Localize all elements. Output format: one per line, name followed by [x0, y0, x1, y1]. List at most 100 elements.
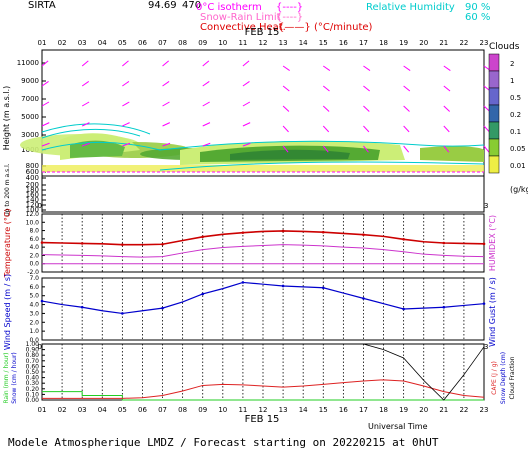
cape-ylabel: CAPE (J / g): [491, 361, 498, 395]
cloud-y-tick-label: 140: [26, 196, 39, 204]
hour-label-top: 08: [178, 39, 187, 47]
wind-arrow: [242, 101, 251, 107]
wind-arrow: [363, 125, 370, 133]
rain-series-line: [42, 391, 484, 401]
wind-arrow: [282, 145, 289, 153]
wind-panel-y-tick-label: 3.0: [29, 310, 39, 317]
temperature-panel-y-tick-label: -2.0: [27, 269, 39, 276]
wind-arrow: [162, 122, 171, 127]
cloud-y-tick-label: 3000: [21, 131, 39, 139]
temperature-series-point: [121, 243, 124, 246]
wind-gust-ylabel: Wind Gust (m / s): [488, 277, 497, 347]
station-coords-fragment: 470: [182, 0, 201, 11]
wind-panel-y-tick-label: 6.0: [29, 284, 39, 291]
temperature-panel-y-tick-label: 0.0: [29, 261, 39, 268]
cloud-panel-frame: [41, 49, 485, 213]
precip-panel-y-tick-label: 0.00: [26, 397, 40, 404]
wind-arrow: [282, 65, 290, 71]
clouds-legend-swatch: [488, 104, 500, 123]
precip-panel-y-tick-label: 1.00: [26, 341, 40, 348]
wind-speed-series-point: [201, 292, 205, 296]
wind-arrow: [41, 60, 49, 67]
wind-arrow: [403, 105, 410, 112]
wind-speed-series-point: [80, 305, 84, 309]
temperature-panel-y-tick-label: 8.0: [29, 228, 39, 235]
wind-speed-series-point: [321, 286, 325, 290]
clouds-legend-swatch: [488, 121, 500, 140]
wind-arrow: [443, 105, 451, 112]
wind-arrow: [202, 81, 210, 87]
wind-arrow: [403, 125, 410, 133]
hour-label-bottom: 17: [359, 406, 368, 414]
wind-arrow: [363, 65, 371, 71]
cloud-band-evening: [420, 146, 484, 162]
hour-label-top: 04: [98, 39, 107, 47]
hour-label-top: 15: [319, 39, 328, 47]
wind-speed-series-line: [41, 281, 485, 315]
wind-arrow: [242, 122, 251, 127]
precip-panel-y-tick-label: 0.30: [26, 380, 40, 387]
legend-isotherm: 0°C isotherm: [196, 2, 262, 13]
cloud-y-tick-label: 400: [26, 174, 39, 182]
humidex-ylabel: HUMIDEX (°C): [488, 215, 497, 271]
wind-arrow: [322, 65, 331, 71]
hour-label-top: 11: [238, 39, 247, 47]
wind-arrow: [322, 125, 330, 133]
temperature-series-point: [40, 241, 44, 244]
clouds-legend-level: 0.05: [510, 145, 526, 153]
wind-panel-y-tick-label: 0.0: [29, 337, 39, 344]
hour-label-top: 16: [339, 39, 348, 47]
hour-label-bottom: 13: [279, 406, 288, 414]
wind-arrow: [41, 101, 50, 107]
rh-value-60: 60 %: [465, 12, 490, 23]
date-label-bottom: FEB 15: [245, 414, 280, 425]
temperature-panel-y-tick-label: 6.0: [29, 236, 39, 243]
wind-panel-y-tick-label: 1.0: [29, 328, 39, 335]
wind-arrow: [162, 60, 169, 67]
wind-speed-series-point: [402, 307, 405, 311]
hour-label-top: 13: [279, 39, 288, 47]
wind-arrow: [202, 60, 210, 67]
temperature-series-point: [80, 242, 84, 245]
wind-arrow: [122, 60, 129, 67]
wind-arrow: [202, 142, 211, 147]
hour-label-top: 05: [118, 39, 127, 47]
wind-arrow: [363, 145, 369, 153]
temperature-panel-y-tick-label: 4.0: [29, 244, 39, 251]
wind-arrow: [41, 81, 49, 87]
wind-speed-series-point: [121, 312, 124, 315]
clouds-legend-title: Clouds: [489, 42, 520, 52]
clouds-legend-swatch: [488, 53, 500, 72]
clouds-legend-swatch: [488, 87, 500, 106]
hour-label-bottom: 10: [218, 406, 227, 414]
hour-label-bottom: 03: [78, 406, 87, 414]
wind-panel-y-tick-label: 7.0: [29, 275, 39, 282]
cloud-y-tick-label: 100: [26, 206, 39, 214]
footer-title: Modele Atmospherique LMDZ / Forecast sta…: [8, 436, 439, 449]
hour-label-top: 19: [399, 39, 408, 47]
legend-snow-rain-marker: {----}: [276, 12, 303, 23]
wind-arrow: [403, 85, 411, 92]
clouds-legend-level: 0.5: [510, 94, 521, 102]
cloud-y-tick-label: 180: [26, 186, 39, 194]
precip-panel-y-tick-label: 0.20: [26, 386, 40, 393]
hour-label-bottom: 07: [158, 406, 167, 414]
cloud-y-tick-label: 11000: [17, 59, 39, 67]
hour-label-bottom: 19: [399, 406, 408, 414]
precip-panel-y-tick-label: 0.70: [26, 358, 40, 365]
wind-arrow: [162, 142, 171, 147]
wind-arrow: [41, 142, 50, 147]
wind-panel-y-tick-label: 2.0: [29, 319, 39, 326]
hour-label-top: 01: [38, 39, 47, 47]
wind-arrow: [282, 105, 290, 112]
hour-label-top: 09: [198, 39, 207, 47]
temperature-series-point: [362, 233, 365, 237]
hour-label-top: 17: [359, 39, 368, 47]
wind-panel-y-tick-label: 4.0: [29, 302, 39, 309]
wind-speed-ylabel: Wind Speed (m / s): [3, 274, 12, 350]
temperature-series-point: [442, 241, 446, 245]
hour-label-bottom: 15: [319, 406, 328, 414]
snow-ylabel: Snow (cm / hour): [11, 352, 18, 404]
hour-label-top: 10: [218, 39, 227, 47]
hour-label-bottom: 23: [480, 406, 489, 414]
